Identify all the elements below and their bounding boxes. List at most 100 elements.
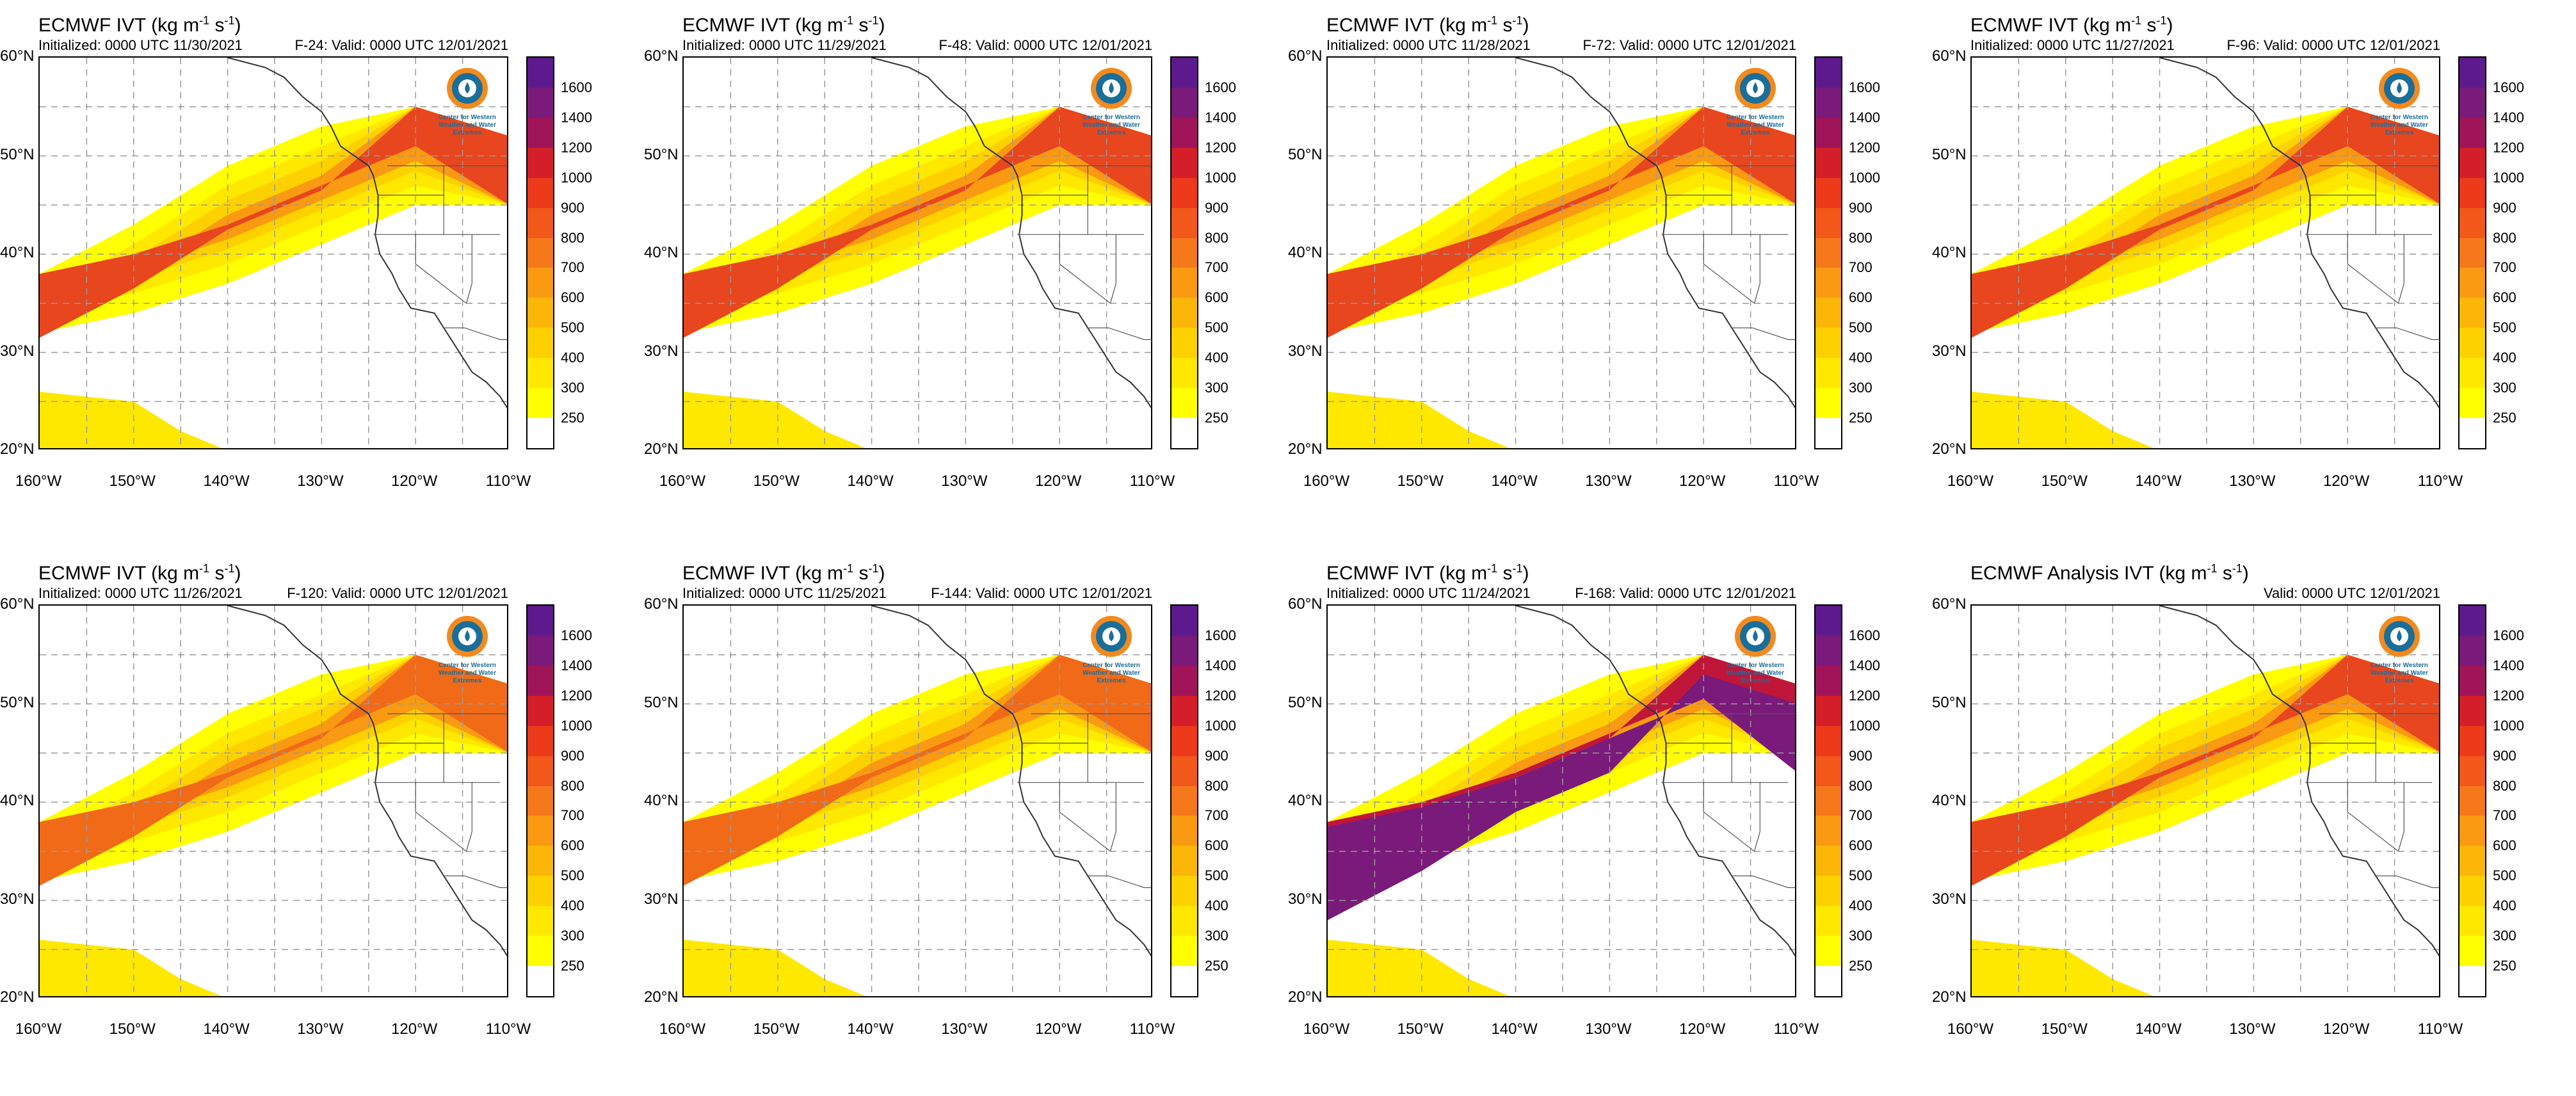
state-border	[1732, 875, 1795, 889]
tropical-moisture-patch	[1328, 391, 1510, 448]
colorbar-segment	[1171, 606, 1197, 636]
logo-text: Center for Western Weather and Water Ext…	[2370, 662, 2429, 684]
lon-tick-label: 110°W	[1773, 472, 1819, 490]
colorbar-label: 900	[1205, 199, 1228, 216]
lat-tick-label: 50°N	[644, 145, 679, 163]
colorbar-segment	[527, 388, 553, 419]
lon-tick-label: 130°W	[1585, 472, 1632, 490]
lon-tick-label: 130°W	[297, 1020, 344, 1038]
colorbar-label: 600	[1849, 837, 1872, 854]
ivt-contour-band	[1972, 106, 2439, 323]
valid-time-label: F-96: Valid: 0000 UTC 12/01/2021	[2226, 37, 2440, 53]
colorbar-label: 250	[2493, 958, 2516, 974]
lon-tick-label: 150°W	[753, 472, 800, 490]
lon-tick-label: 150°W	[109, 1020, 156, 1038]
lon-tick-label: 160°W	[1947, 1020, 1994, 1038]
colorbar-segment	[527, 358, 553, 389]
lat-tick-label: 60°N	[0, 595, 35, 613]
colorbar-segment	[2459, 328, 2485, 359]
colorbar-segment	[1171, 298, 1197, 328]
lat-tick-label: 40°N	[0, 792, 35, 809]
lon-tick-label: 120°W	[391, 1020, 438, 1038]
lat-tick-label: 30°N	[1932, 890, 1967, 908]
panel-title: ECMWF IVT (kg m-1 s-1)	[38, 14, 241, 36]
ivt-contour-band	[1972, 106, 2439, 338]
colorbar-segment	[527, 418, 553, 449]
colorbar-label: 500	[1205, 319, 1228, 336]
colorbar-label: 1200	[2493, 687, 2524, 704]
panel-title: ECMWF IVT (kg m-1 s-1)	[38, 562, 241, 584]
colorbar-label: 1000	[1849, 169, 1880, 186]
colorbar-label: 400	[1849, 898, 1872, 914]
colorbar-segment	[1171, 328, 1197, 359]
ivt-contour-band	[40, 106, 507, 323]
valid-time-label: F-144: Valid: 0000 UTC 12/01/2021	[931, 585, 1152, 601]
lon-tick-label: 160°W	[15, 1020, 62, 1038]
colorbar-label: 400	[1205, 350, 1228, 366]
colorbar-segment	[1815, 328, 1841, 359]
colorbar-segment	[1815, 906, 1841, 937]
ivt-contour-band	[1328, 654, 1795, 886]
colorbar-segment	[1815, 117, 1841, 149]
tropical-moisture-patch	[1972, 391, 2154, 448]
logo-text: Center for Western Weather and Water Ext…	[438, 114, 497, 136]
colorbar-segment	[527, 268, 553, 298]
colorbar-label: 500	[561, 319, 584, 336]
cw3e-logo: Center for Western Weather and Water Ext…	[1073, 612, 1150, 684]
state-border	[1753, 234, 1760, 303]
colorbar-segment	[2459, 388, 2485, 419]
colorbar-segment	[1171, 58, 1197, 88]
lon-tick-label: 130°W	[2229, 472, 2276, 490]
colorbar-label: 1600	[561, 627, 592, 643]
colorbar-segment	[1815, 606, 1841, 636]
colorbar-segment	[2459, 298, 2485, 328]
lon-tick-label: 110°W	[1129, 1020, 1175, 1038]
state-border	[1703, 782, 1755, 852]
state-border	[2376, 875, 2439, 889]
coastline	[227, 606, 507, 957]
lon-tick-label: 160°W	[1303, 472, 1350, 490]
colorbar-label: 1400	[561, 109, 592, 125]
colorbar-segment	[1815, 268, 1841, 298]
cw3e-logo: Center for Western Weather and Water Ext…	[2361, 612, 2438, 684]
init-time-label: Initialized: 0000 UTC 11/30/2021	[38, 37, 243, 53]
state-border	[1732, 327, 1795, 341]
panel-title: ECMWF IVT (kg m-1 s-1)	[682, 562, 885, 584]
colorbar-label: 1000	[1205, 169, 1236, 186]
colorbar-segment	[1815, 755, 1841, 787]
lat-tick-label: 30°N	[1288, 890, 1323, 908]
colorbar-segment	[2459, 58, 2485, 88]
colorbar-label: 1200	[2493, 139, 2524, 156]
coastline	[1515, 606, 1795, 957]
colorbar-segment	[1171, 358, 1197, 389]
colorbar-label: 600	[2493, 837, 2516, 854]
ivt-map	[1970, 56, 2440, 449]
colorbar-label: 700	[1205, 807, 1228, 824]
colorbar-label: 1600	[561, 79, 592, 95]
colorbar-label: 1200	[1849, 139, 1880, 156]
colorbar-label: 800	[1205, 777, 1228, 794]
lon-tick-label: 110°W	[485, 472, 531, 490]
lat-tick-label: 20°N	[1932, 988, 1967, 1006]
colorbar-label: 700	[561, 807, 584, 824]
lat-tick-label: 30°N	[0, 342, 35, 360]
colorbar-segment	[1171, 786, 1197, 816]
colorbar-label: 400	[2493, 350, 2516, 366]
colorbar-segment	[2459, 966, 2485, 997]
lon-tick-label: 160°W	[659, 472, 706, 490]
colorbar-label: 300	[561, 380, 584, 396]
state-border	[1109, 782, 1116, 851]
colorbar-label: 1400	[561, 657, 592, 673]
lat-tick-label: 50°N	[0, 693, 35, 711]
coastline	[871, 58, 1151, 409]
state-border	[2347, 234, 2399, 304]
ivt-contour-band	[684, 654, 1151, 886]
lat-tick-label: 30°N	[1288, 342, 1323, 360]
cw3e-logo: Center for Western Weather and Water Ext…	[429, 64, 506, 136]
colorbar-segment	[527, 876, 553, 907]
colorbar-segment	[527, 87, 553, 118]
ivt-map-panel: ECMWF IVT (kg m-1 s-1) Initialized: 0000…	[0, 548, 644, 1096]
coastline	[227, 58, 507, 409]
colorbar-label: 1200	[561, 687, 592, 704]
colorbar-segment	[1171, 418, 1197, 449]
